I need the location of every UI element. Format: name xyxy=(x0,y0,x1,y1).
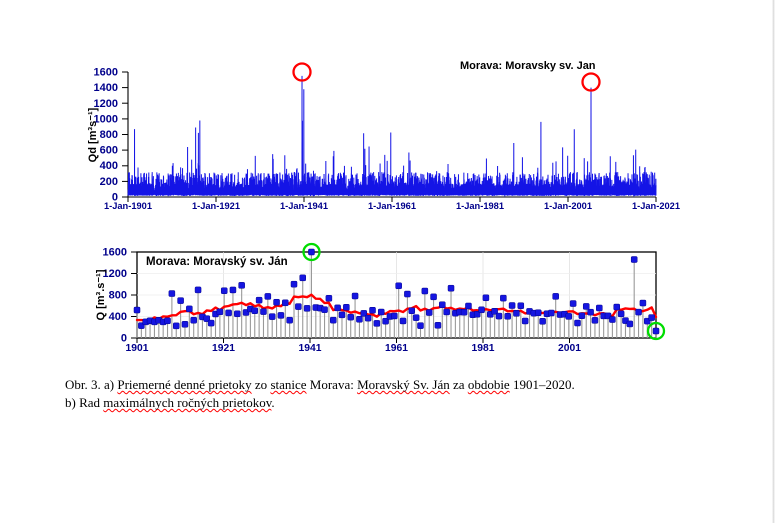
svg-text:1981: 1981 xyxy=(472,343,495,354)
svg-text:800: 800 xyxy=(100,129,118,141)
svg-text:1600: 1600 xyxy=(103,247,127,259)
svg-text:1901: 1901 xyxy=(126,343,149,354)
svg-text:1941: 1941 xyxy=(299,343,322,354)
svg-text:1-Jan-1901: 1-Jan-1901 xyxy=(104,201,152,211)
svg-text:400: 400 xyxy=(109,311,127,323)
svg-text:1-Jan-2021: 1-Jan-2021 xyxy=(632,201,680,211)
svg-text:1600: 1600 xyxy=(94,67,118,79)
svg-text:Morava: Moravsky sv. Jan: Morava: Moravsky sv. Jan xyxy=(460,60,596,72)
svg-text:1-Jan-1961: 1-Jan-1961 xyxy=(368,201,416,211)
svg-text:800: 800 xyxy=(109,290,127,302)
svg-text:Q [m³.s⁻¹]: Q [m³.s⁻¹] xyxy=(95,269,107,320)
svg-text:Qd [m³s⁻¹]: Qd [m³s⁻¹] xyxy=(87,107,99,162)
svg-text:1-Jan-1921: 1-Jan-1921 xyxy=(192,201,240,211)
svg-text:2001: 2001 xyxy=(558,343,581,354)
svg-text:1921: 1921 xyxy=(212,343,235,354)
svg-text:200: 200 xyxy=(100,176,118,188)
svg-text:1961: 1961 xyxy=(385,343,408,354)
svg-text:600: 600 xyxy=(100,145,118,157)
svg-text:1-Jan-1941: 1-Jan-1941 xyxy=(280,201,328,211)
svg-text:1-Jan-2001: 1-Jan-2001 xyxy=(544,201,592,211)
svg-text:1-Jan-1981: 1-Jan-1981 xyxy=(456,201,504,211)
svg-text:Morava: Moravský sv. Ján: Morava: Moravský sv. Ján xyxy=(146,256,288,268)
svg-text:1400: 1400 xyxy=(94,82,118,94)
svg-text:400: 400 xyxy=(100,160,118,172)
